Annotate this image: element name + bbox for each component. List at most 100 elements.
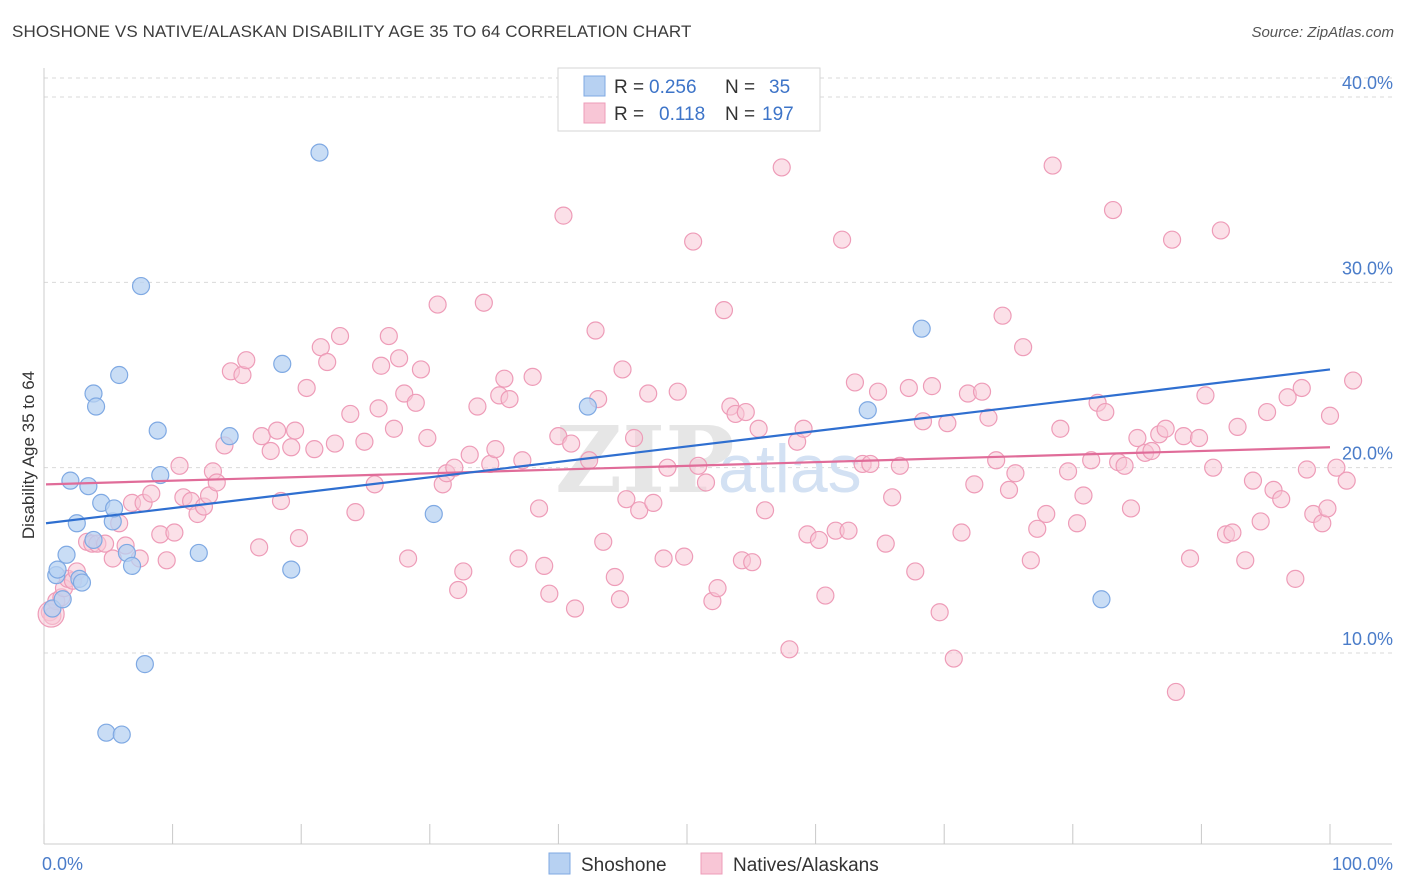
legend: R = 0.256 N = 35 R = 0.118 N = 197 <box>557 67 821 132</box>
native-alaskan-point <box>330 326 350 346</box>
shoshone-point <box>72 573 92 592</box>
y-tick-label: 30.0% <box>1342 258 1393 278</box>
x-tick-label-end: 100.0% <box>1332 854 1393 874</box>
native-alaskan-point <box>1142 441 1161 461</box>
native-alaskan-point <box>250 538 269 557</box>
native-alaskan-point <box>605 567 624 587</box>
native-alaskan-point <box>372 356 391 375</box>
native-alaskan-point <box>979 408 998 427</box>
native-alaskan-point <box>1028 519 1047 538</box>
native-alaskan-point <box>654 549 673 568</box>
native-alaskan-point <box>1257 402 1277 422</box>
native-alaskan-point <box>1166 682 1186 702</box>
native-alaskan-point <box>883 488 902 507</box>
native-alaskan-point <box>428 295 447 314</box>
shoshone-point <box>424 504 443 524</box>
native-alaskan-point <box>952 523 971 542</box>
native-alaskan-point <box>1344 371 1363 390</box>
native-alaskan-point <box>613 360 632 379</box>
native-alaskan-point <box>369 399 388 418</box>
native-alaskan-point <box>868 382 888 401</box>
native-alaskan-point <box>668 382 687 401</box>
native-alaskan-point <box>1211 221 1230 240</box>
native-alaskan-point <box>554 206 573 225</box>
native-alaskan-point <box>617 490 636 509</box>
native-alaskan-point <box>1189 428 1209 448</box>
native-alaskan-point <box>1174 427 1193 446</box>
native-alaskan-point <box>580 451 599 470</box>
native-alaskan-point <box>474 293 493 312</box>
shoshone-point <box>48 560 67 579</box>
native-alaskan-point <box>384 419 404 438</box>
native-alaskan-point <box>1115 456 1134 475</box>
axes <box>43 68 1392 845</box>
native-alaskan-point <box>1320 406 1340 425</box>
native-alaskan-point <box>500 389 519 409</box>
native-alaskan-point <box>411 360 431 379</box>
native-alaskan-point <box>938 414 957 433</box>
legend-r-value-2: 0.118 <box>659 104 705 125</box>
shoshone-point <box>310 143 329 162</box>
shoshone-point <box>61 471 80 490</box>
native-alaskan-point <box>165 523 184 542</box>
native-alaskan-point <box>207 473 226 492</box>
native-alaskan-point <box>289 528 309 548</box>
native-alaskan-point <box>1021 551 1040 570</box>
native-alaskan-point <box>1082 451 1101 470</box>
native-alaskan-point <box>1103 200 1123 220</box>
native-alaskan-point <box>675 547 694 566</box>
native-alaskan-point <box>586 321 605 340</box>
shoshone-points <box>43 143 1111 744</box>
native-alaskan-point <box>890 456 909 475</box>
native-alaskan-point <box>930 603 949 622</box>
native-alaskan-point <box>1121 499 1141 518</box>
shoshone-point <box>110 365 129 385</box>
native-alaskan-point <box>993 306 1012 325</box>
native-alaskan-point <box>1067 514 1087 533</box>
shoshone-point <box>131 276 151 296</box>
native-alaskan-point <box>390 349 409 368</box>
native-alaskan-point <box>1128 428 1147 448</box>
native-alaskan-point <box>1014 338 1033 357</box>
native-alaskan-point <box>233 365 252 385</box>
native-alaskan-point <box>1297 460 1316 479</box>
shoshone-point <box>282 560 301 579</box>
native-alaskan-point <box>1156 419 1175 438</box>
native-alaskan-point <box>418 428 437 448</box>
shoshone-point <box>86 397 106 416</box>
native-alaskan-point <box>816 586 835 605</box>
native-alaskan-point <box>237 351 256 370</box>
native-alaskan-point <box>749 419 768 438</box>
legend-n-label-1: N = <box>725 77 755 98</box>
native-alaskan-point <box>1337 471 1356 490</box>
shoshone-point <box>1092 590 1111 609</box>
native-alaskan-point <box>845 373 865 392</box>
legend-r-label-2: R = <box>614 104 644 125</box>
shoshone-point <box>97 723 116 742</box>
native-alaskan-point <box>624 428 644 448</box>
native-alaskan-point <box>142 484 161 503</box>
native-alaskan-point <box>540 584 559 603</box>
native-alaskan-point <box>268 421 287 440</box>
shoshone-point <box>135 655 154 674</box>
native-alaskan-point <box>1236 551 1255 570</box>
shoshone-point <box>57 545 76 564</box>
legend-n-label-2: N = <box>725 104 755 125</box>
native-alaskan-point <box>406 393 425 412</box>
source-credit: Source: ZipAtlas.com <box>1251 24 1394 41</box>
legend-swatch-native <box>583 102 606 124</box>
native-alaskan-point <box>594 532 613 551</box>
native-alaskan-point <box>523 367 542 386</box>
shoshone-point <box>148 421 167 440</box>
native-alaskan-point <box>772 158 791 177</box>
native-alaskan-point <box>630 501 649 520</box>
native-alaskan-point <box>170 456 189 475</box>
native-alaskan-point <box>944 649 963 668</box>
shoshone-point <box>112 725 131 744</box>
native-alaskan-point <box>1327 458 1346 477</box>
native-alaskan-point <box>743 553 762 572</box>
native-alaskan-point <box>495 369 514 388</box>
native-alaskan-point <box>922 377 942 396</box>
native-alaskan-point <box>1286 569 1305 588</box>
native-alaskan-point <box>1228 417 1247 436</box>
